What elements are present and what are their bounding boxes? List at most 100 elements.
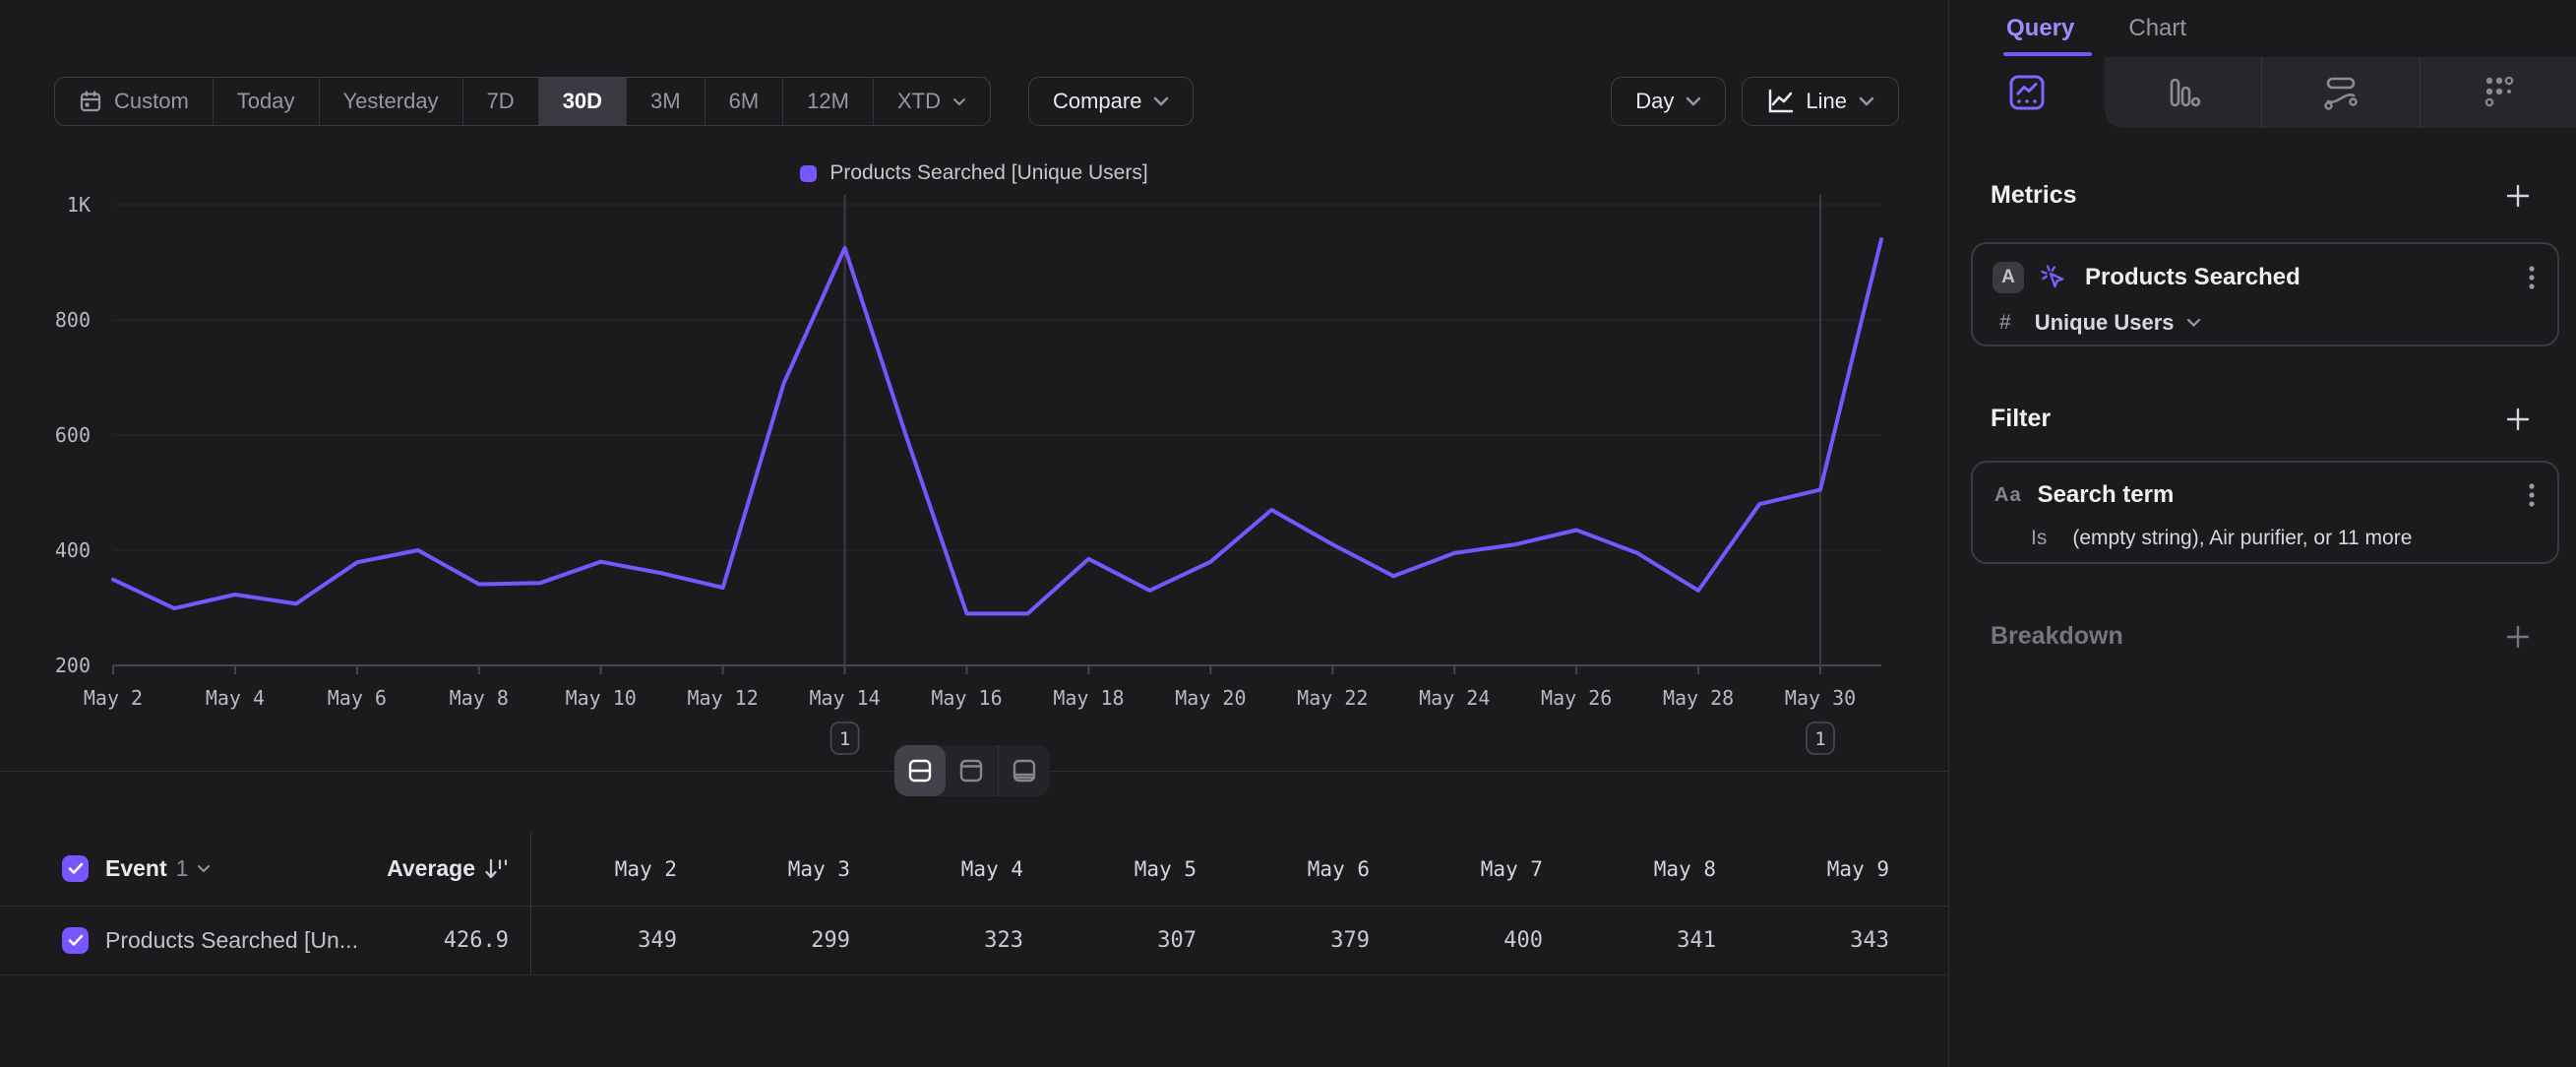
date-column-header[interactable]: May 8 xyxy=(1570,857,1744,881)
metric-main-row: A Products Searched xyxy=(1973,244,2557,303)
average-header-cell[interactable]: Average xyxy=(356,832,531,906)
chevron-down-icon xyxy=(1859,96,1874,106)
chevron-down-icon xyxy=(197,864,211,873)
x-axis-label: May 26 xyxy=(1541,686,1612,710)
x-axis-label: May 12 xyxy=(688,686,759,710)
view-tab-flows[interactable] xyxy=(2262,57,2420,128)
row-label: Products Searched [Un... xyxy=(105,927,356,954)
value-cell: 343 xyxy=(1744,928,1917,953)
x-axis-label: May 18 xyxy=(1053,686,1124,710)
filter-operator[interactable]: Is xyxy=(2031,527,2047,550)
date-column-header[interactable]: May 5 xyxy=(1051,857,1224,881)
results-table: Event 1 Average May 2May 3May 4May 5May … xyxy=(0,832,1948,975)
x-axis-label: May 16 xyxy=(931,686,1002,710)
value-cell: 307 xyxy=(1051,928,1224,953)
breakdown-title: Breakdown xyxy=(1991,622,2123,651)
layout-chart-only-view-button[interactable] xyxy=(946,745,998,796)
layout-table-only-view-button[interactable] xyxy=(999,745,1050,796)
add-breakdown-icon[interactable] xyxy=(2505,624,2531,650)
split-view-icon xyxy=(907,758,933,784)
event-dropdown[interactable]: Event 1 xyxy=(105,855,211,882)
add-metric-icon[interactable] xyxy=(2505,183,2531,209)
more-apps-icon xyxy=(2479,73,2518,112)
metric-card[interactable]: A Products Searched # Unique Users xyxy=(1971,242,2559,346)
range-label: 12M xyxy=(807,89,849,114)
y-axis-label: 400 xyxy=(55,538,91,562)
kebab-menu-icon[interactable] xyxy=(2528,262,2536,293)
date-column-header[interactable]: May 6 xyxy=(1224,857,1397,881)
compare-button[interactable]: Compare xyxy=(1028,77,1194,126)
date-range-group: CustomTodayYesterday 7D 30D 3M 6M 12M XTD xyxy=(54,77,991,126)
filter-title: Filter xyxy=(1991,405,2051,433)
range-xtd-button[interactable]: XTD xyxy=(874,78,990,125)
x-axis-label: May 22 xyxy=(1297,686,1368,710)
filter-card[interactable]: Aa Search term Is (empty string), Air pu… xyxy=(1971,461,2559,564)
x-axis-label: May 6 xyxy=(328,686,387,710)
range-yesterday-button[interactable]: Yesterday xyxy=(320,78,463,125)
x-axis-label: May 2 xyxy=(84,686,143,710)
view-tab-more[interactable] xyxy=(2421,57,2576,128)
x-axis-label: May 30 xyxy=(1785,686,1856,710)
row-checkbox[interactable] xyxy=(62,927,89,954)
view-tab-funnels[interactable] xyxy=(2105,57,2262,128)
metrics-section-header: Metrics xyxy=(1991,181,2531,210)
select-all-checkbox[interactable] xyxy=(62,855,89,882)
layout-split-view-button[interactable] xyxy=(894,745,946,796)
value-cell: 379 xyxy=(1224,928,1397,953)
x-axis-label: May 28 xyxy=(1663,686,1734,710)
line-chart-icon xyxy=(1766,89,1794,114)
sort-descending-icon xyxy=(483,856,509,882)
filter-section-header: Filter xyxy=(1991,405,2531,433)
funnel-bars-icon xyxy=(2164,73,2203,112)
range-label: 7D xyxy=(487,89,515,114)
date-column-header[interactable]: May 3 xyxy=(705,857,878,881)
tab-query[interactable]: Query xyxy=(2006,15,2074,42)
metrics-title: Metrics xyxy=(1991,181,2077,210)
check-icon xyxy=(68,862,84,875)
event-cell: Products Searched [Un... xyxy=(0,927,356,954)
chevron-down-icon[interactable] xyxy=(2186,318,2201,328)
chart-type-button[interactable]: Line xyxy=(1742,77,1899,126)
range-12m-button[interactable]: 12M xyxy=(783,78,874,125)
table-header-row: Event 1 Average May 2May 3May 4May 5May … xyxy=(0,832,1948,906)
tab-chart[interactable]: Chart xyxy=(2128,15,2186,42)
kebab-menu-icon[interactable] xyxy=(2528,479,2536,511)
filter-value[interactable]: (empty string), Air purifier, or 11 more xyxy=(2072,527,2412,550)
metric-letter-badge: A xyxy=(1993,262,2024,293)
value-cells: 349299323307379400341343 xyxy=(531,928,1917,953)
x-axis-label: May 24 xyxy=(1419,686,1490,710)
event-header-cell: Event 1 xyxy=(0,855,356,882)
average-label: Average xyxy=(387,855,475,882)
x-axis-label: May 20 xyxy=(1175,686,1246,710)
check-icon xyxy=(68,934,84,947)
y-axis-label: 800 xyxy=(55,308,91,332)
date-column-header[interactable]: May 4 xyxy=(878,857,1051,881)
measure-dropdown[interactable]: Unique Users xyxy=(2035,310,2175,336)
metric-name: Products Searched xyxy=(2085,264,2300,291)
date-column-header[interactable]: May 9 xyxy=(1744,857,1917,881)
active-tab-underline xyxy=(2003,52,2092,56)
event-cursor-icon xyxy=(2038,262,2069,293)
series-line[interactable] xyxy=(113,239,1881,613)
granularity-button[interactable]: Day xyxy=(1611,77,1726,126)
layout-toggle-group xyxy=(894,745,1050,796)
analytics-app: CustomTodayYesterday 7D 30D 3M 6M 12M XTD Comp… xyxy=(0,0,2576,1067)
range-label: 3M xyxy=(650,89,681,114)
filter-condition-row: Is (empty string), Air purifier, or 11 m… xyxy=(1973,520,2557,557)
range-custom-button[interactable]: Custom xyxy=(55,78,214,125)
date-column-header[interactable]: May 7 xyxy=(1397,857,1570,881)
range-3m-button[interactable]: 3M xyxy=(627,78,705,125)
range-30d-button[interactable]: 30D xyxy=(539,78,627,125)
range-6m-button[interactable]: 6M xyxy=(705,78,784,125)
event-count: 1 xyxy=(176,855,189,882)
range-today-button[interactable]: Today xyxy=(214,78,320,125)
view-tab-insights[interactable] xyxy=(1949,57,2105,128)
average-cell: 426.9 xyxy=(356,907,531,974)
line-chart[interactable]: 2004006008001KMay 2May 4May 6May 8May 10… xyxy=(0,138,1948,787)
add-filter-icon[interactable] xyxy=(2505,407,2531,432)
range-7d-button[interactable]: 7D xyxy=(463,78,539,125)
x-axis-label: May 14 xyxy=(809,686,880,710)
event-header-label: Event xyxy=(105,855,167,882)
date-column-header[interactable]: May 2 xyxy=(531,857,705,881)
value-cell: 349 xyxy=(531,928,705,953)
